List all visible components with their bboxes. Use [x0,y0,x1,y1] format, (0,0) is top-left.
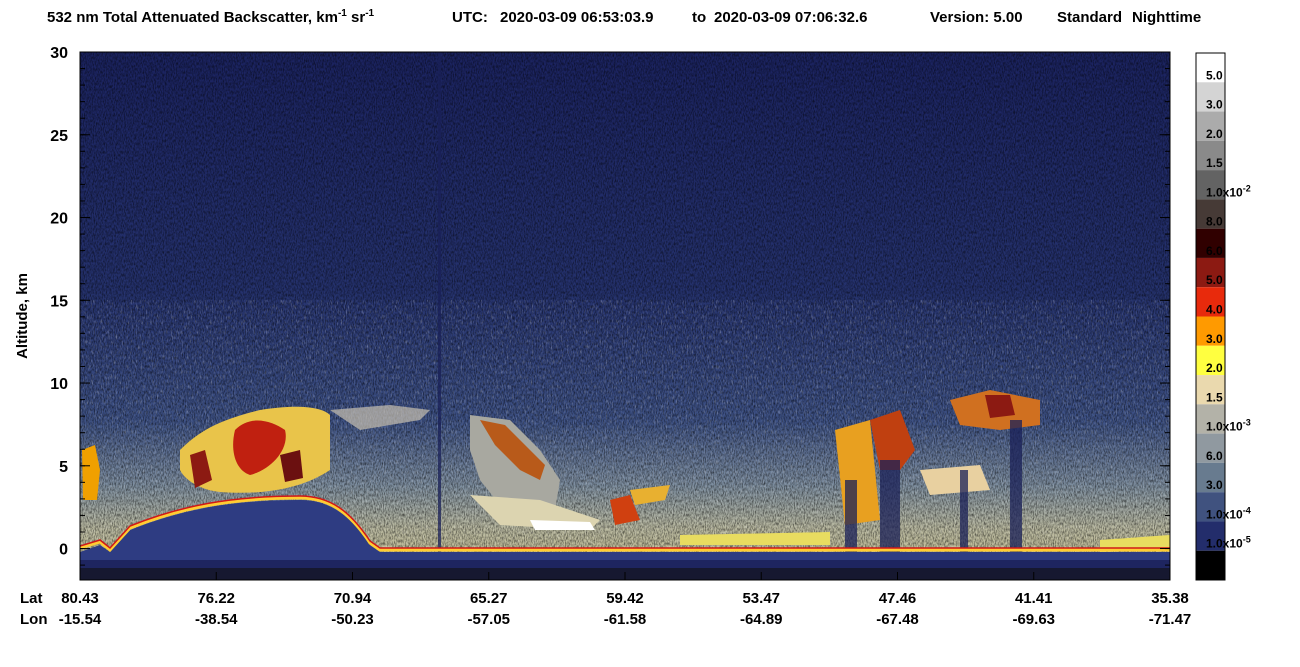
lat-value: 53.47 [742,590,780,607]
colorbar-cell [1196,287,1225,317]
colorbar-cell [1196,228,1225,258]
lon-value: -71.47 [1149,611,1192,628]
lat-value: 41.41 [1015,590,1053,607]
y-tick-label: 20 [50,211,68,228]
title-exponent: -1 [338,8,347,19]
colorbar-cell [1196,111,1225,141]
lat-value: 70.94 [334,590,372,607]
colorbar-cell [1196,404,1225,434]
colorbar-label-base: 1.0x10 [1206,185,1243,199]
colorbar-label-base: 1.0x10 [1206,507,1243,521]
colorbar-cell [1196,53,1225,83]
lon-label: Lon [20,611,48,628]
colorbar-label: 8.0 [1206,215,1223,229]
colorbar-label-base: 1.0x10 [1206,537,1243,551]
colorbar-label: 2.0 [1206,361,1223,375]
curtain-image [80,52,1170,580]
utc-label: UTC: [452,9,488,26]
colorbar-label-exponent: -2 [1243,183,1251,193]
lat-value: 35.38 [1151,590,1189,607]
colorbar-label: 6.0 [1206,244,1223,258]
lat-value: 59.42 [606,590,644,607]
colorbar-label: 1.5 [1206,156,1223,170]
lat-value: 80.43 [61,590,99,607]
colorbar-label: 5.0 [1206,273,1223,287]
colorbar-cell [1196,257,1225,288]
lon-value: -64.89 [740,611,783,628]
colorbar-cell [1196,345,1225,376]
y-tick-label: 5 [59,459,68,476]
colorbar-cell [1196,199,1225,229]
y-tick-label: 0 [59,542,68,559]
colorbar-cell [1196,316,1225,346]
colorbar-cell [1196,140,1225,171]
product: Standard [1057,9,1122,26]
colorbar-label: 1.0x10-4 [1206,505,1251,521]
chart-title: 532 nm Total Attenuated Backscatter, km-… [47,8,375,26]
y-tick-label: 25 [50,128,68,145]
lat-label: Lat [20,590,43,607]
colorbar-label: 3.0 [1206,332,1223,346]
colorbar-label: 1.0x10-3 [1206,418,1251,434]
title-exponent: -1 [365,8,374,19]
colorbar-label-base: 1.0x10 [1206,420,1243,434]
lat-value: 47.46 [879,590,917,607]
colorbar-cell [1196,170,1225,200]
lon-value: -15.54 [59,611,102,628]
lat-value: 76.22 [197,590,235,607]
to-label: to [692,9,706,26]
lon-value: -57.05 [467,611,510,628]
colorbar-label-exponent: -4 [1243,505,1251,515]
colorbar-label-exponent: -3 [1243,418,1251,428]
colorbar-label: 5.0 [1206,68,1223,82]
colorbar-label: 1.0x10-5 [1206,535,1251,551]
y-tick-label: 10 [50,376,68,393]
lat-value: 65.27 [470,590,508,607]
colorbar-frame [1195,52,1226,581]
colorbar-cell [1196,82,1225,112]
colorbar-label: 1.0x10-2 [1206,183,1251,199]
colorbar-label: 3.0 [1206,98,1223,112]
colorbar-cell [1196,492,1225,522]
lon-value: -50.23 [331,611,374,628]
title-text: 532 nm Total Attenuated Backscatter, km [47,9,338,26]
colorbar-cell [1196,433,1225,463]
mode: Nighttime [1132,9,1201,26]
lon-value: -38.54 [195,611,238,628]
surface-line [80,495,1170,550]
colorbar-label: 3.0 [1206,478,1223,492]
colorbar-label: 6.0 [1206,449,1223,463]
surface-line [80,496,1170,553]
lon-value: -69.63 [1012,611,1055,628]
colorbar: 5.03.02.01.51.0x10-28.06.05.04.03.02.01.… [1195,52,1251,581]
lon-value: -61.58 [604,611,647,628]
colorbar-cell [1196,375,1225,405]
title-unit: sr [347,9,366,26]
y-tick-label: 15 [50,293,68,310]
axes: 0 5 10 15 20 25 30 Lat Lon 80.43 -15.54 76.22 -38.54… [20,45,1191,628]
y-tick-label: 30 [50,45,68,62]
colorbar-label: 4.0 [1206,303,1223,317]
end-time: 2020-03-09 07:06:32.6 [714,9,867,26]
version: Version: 5.00 [930,9,1023,26]
start-time: 2020-03-09 06:53:03.9 [500,9,653,26]
colorbar-cell [1196,462,1225,493]
colorbar-label: 1.5 [1206,390,1223,404]
lon-value: -67.48 [876,611,919,628]
colorbar-label: 2.0 [1206,127,1223,141]
colorbar-label-exponent: -5 [1243,535,1251,545]
colorbar-cell [1196,521,1225,551]
y-axis-label: Altitude, km [14,273,31,359]
colorbar-cell [1196,550,1225,580]
